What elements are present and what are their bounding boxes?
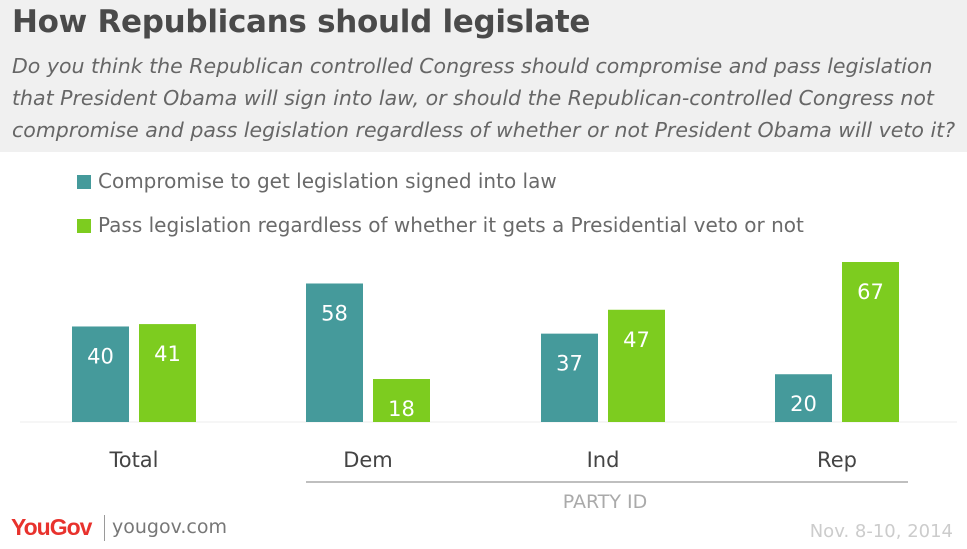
legend-label-pass: Pass legislation regardless of whether i…: [98, 213, 804, 237]
bar-rep-compromise: [775, 374, 832, 422]
category-label-total: Total: [108, 448, 158, 472]
party-id-label: PARTY ID: [563, 491, 648, 513]
header-panel: How Republicans should legislate Do you …: [0, 0, 967, 152]
data-label-rep-pass: 67: [857, 280, 884, 304]
bar-dem-pass: [373, 379, 430, 422]
category-label-ind: Ind: [587, 448, 620, 472]
data-label-dem-compromise: 58: [321, 301, 348, 325]
survey-date: Nov. 8-10, 2014: [809, 521, 953, 542]
bar-total-compromise: [72, 326, 129, 422]
bar-rep-pass: [842, 262, 899, 422]
bar-ind-pass: [608, 309, 665, 422]
footer-divider: [104, 515, 105, 541]
data-label-ind-pass: 47: [623, 328, 650, 352]
bar-total-pass: [139, 324, 196, 422]
data-label-dem-pass: 18: [388, 397, 415, 421]
legend-label-compromise: Compromise to get legislation signed int…: [98, 169, 557, 193]
footer-url[interactable]: yougov.com: [112, 516, 227, 538]
legend-swatch-teal: [77, 175, 91, 189]
data-label-ind-compromise: 37: [556, 352, 583, 376]
bar-ind-compromise: [541, 333, 598, 422]
bar-dem-compromise: [306, 283, 363, 422]
legend-swatch-green: [77, 219, 91, 233]
category-label-dem: Dem: [343, 448, 393, 472]
data-label-rep-compromise: 20: [790, 392, 817, 416]
data-label-total-pass: 41: [154, 342, 181, 366]
category-label-rep: Rep: [817, 448, 857, 472]
yougov-logo: YouGov: [11, 514, 92, 540]
chart-title: How Republicans should legislate: [12, 4, 591, 40]
data-label-total-compromise: 40: [87, 344, 114, 368]
chart-subtitle: Do you think the Republican controlled C…: [12, 54, 956, 142]
bar-chart: 40 41 Total 58 18 Dem 37 47 Ind 20 67 Rep PARTY ID: [20, 262, 957, 513]
